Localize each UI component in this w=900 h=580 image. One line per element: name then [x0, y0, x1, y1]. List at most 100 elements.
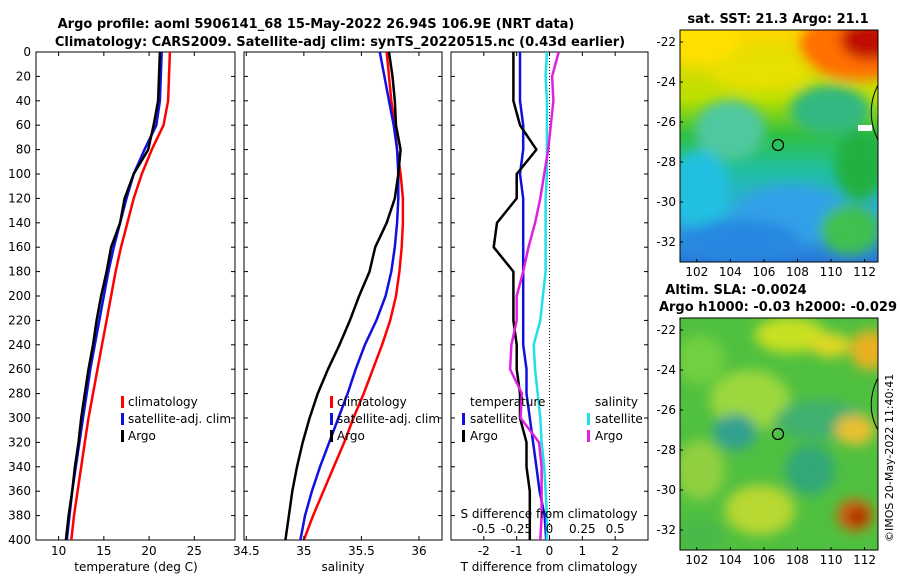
y-tick-label: 360	[8, 484, 31, 498]
map-x-tick-label: 104	[719, 553, 742, 567]
y-tick-label: 340	[8, 460, 31, 474]
map-x-tick-label: 108	[786, 265, 809, 279]
sst-map-title: sat. SST: 21.3 Argo: 21.1	[687, 12, 868, 27]
map-x-tick-label: 102	[685, 553, 708, 567]
timestamp-stamp: ©IMOS 20-May-2022 11:40:41	[883, 374, 896, 542]
map-y-tick-label: -30	[656, 195, 676, 209]
x-tick-label: -2	[478, 544, 490, 558]
map-y-tick-label: -28	[656, 155, 676, 169]
y-tick-label: 120	[8, 191, 31, 205]
legend-title-temperature: temperature	[470, 395, 545, 409]
map-x-tick-label: 102	[685, 265, 708, 279]
x-tick-label: 20	[141, 544, 156, 558]
y-tick-label: 60	[16, 118, 31, 132]
sst-map-image	[680, 30, 878, 262]
x-tick-label: 35.5	[348, 544, 375, 558]
map-x-tick-label: 112	[853, 553, 876, 567]
sla-map-title: Altim. SLA: -0.0024	[665, 283, 806, 298]
sla-map-ticks: 102 104 106 108 110 112 -22 -24 -26 -28 -30 -32	[656, 323, 876, 567]
legend-label: satellite	[595, 412, 643, 426]
s-tick-label: 0.25	[569, 522, 596, 536]
legend-marker-s-argo	[587, 430, 590, 442]
argo-position-marker	[771, 138, 785, 152]
sla-map-image	[680, 318, 878, 550]
y-tick-label: 320	[8, 435, 31, 449]
map-y-tick-label: -24	[656, 75, 676, 89]
salinity-axes	[243, 51, 443, 541]
legend-marker-satellite	[121, 413, 124, 425]
title-line-2: Climatology: CARS2009. Satellite-adj cli…	[55, 35, 625, 50]
legend-label: satellite-adj. clim	[128, 412, 231, 426]
x-tick-label: 35	[296, 544, 311, 558]
sst-map-ticks: 102 104 106 108 110 112 -22 -24 -26 -28 -30 -32	[656, 35, 876, 279]
coastline	[870, 84, 879, 141]
series-line-argo	[284, 52, 402, 540]
sla-map-subtitle: Argo h1000: -0.03 h2000: -0.029	[659, 300, 897, 315]
y-tick-label: 200	[8, 289, 31, 303]
salinity-series	[284, 52, 405, 540]
map-y-tick-label: -22	[656, 323, 676, 337]
y-tick-label: 20	[16, 69, 31, 83]
difference-series	[492, 52, 560, 540]
y-tick-label: 80	[16, 143, 31, 157]
legend-label: Argo	[128, 429, 156, 443]
x-tick-label: 36	[411, 544, 426, 558]
series-line-climatology	[70, 52, 172, 540]
x-tick-label: 15	[96, 544, 111, 558]
x-tick-label: 2	[611, 544, 619, 558]
legend-label: climatology	[128, 395, 198, 409]
x-tick-label: -1	[511, 544, 523, 558]
map-y-tick-label: -26	[656, 403, 676, 417]
legend-marker-climatology	[121, 396, 124, 408]
legend-marker-argo	[330, 430, 333, 442]
y-tick-label: 400	[8, 533, 31, 547]
argo-position-marker	[771, 427, 785, 441]
series-line-temperature-argo	[492, 52, 538, 540]
sst-map-frame	[679, 29, 879, 263]
difference-legend: temperature satellite Argo salinity sate…	[462, 395, 643, 443]
y-tick-label: 160	[8, 240, 31, 254]
map-y-tick-label: -32	[656, 235, 676, 249]
series-line-temperature-satellite	[518, 52, 548, 540]
y-tick-label: 240	[8, 338, 31, 352]
s-tick-label: -0.25	[501, 522, 532, 536]
x-tick-label: 25	[187, 544, 202, 558]
coastline	[870, 377, 879, 431]
temperature-series	[64, 52, 172, 540]
map-x-tick-label: 112	[853, 265, 876, 279]
map-y-tick-label: -26	[656, 115, 676, 129]
legend-label: climatology	[337, 395, 407, 409]
temperature-legend: climatology satellite-adj. clim Argo	[121, 395, 231, 443]
legend-marker-satellite	[330, 413, 333, 425]
s-tick-label: 0.5	[606, 522, 625, 536]
y-tick-label: 300	[8, 411, 31, 425]
depth-axis: 0 20 40 60 80 100 120 140 160 180 200 220 240 260 280 3…	[8, 45, 648, 547]
map-y-tick-label: -22	[656, 35, 676, 49]
legend-marker-s-satellite	[587, 413, 590, 425]
s-difference-label: S difference from climatology	[461, 507, 638, 521]
map-y-tick-label: -30	[656, 483, 676, 497]
s-difference-ticks: -0.5 -0.25 0 0.25 0.5	[472, 522, 625, 536]
y-tick-label: 260	[8, 362, 31, 376]
map-y-tick-label: -28	[656, 443, 676, 457]
legend-label: satellite	[470, 412, 518, 426]
x-ticks: 10 15 20 25 34.5 35 35.5 36 -2 -1 0 1 2	[51, 52, 619, 558]
legend-marker-t-satellite	[462, 413, 465, 425]
map-x-tick-label: 106	[752, 265, 775, 279]
legend-title-salinity: salinity	[595, 395, 638, 409]
y-tick-label: 180	[8, 265, 31, 279]
title-line-1: Argo profile: aoml 5906141_68 15-May-202…	[58, 17, 575, 32]
map-x-tick-label: 108	[786, 553, 809, 567]
legend-label: Argo	[470, 429, 498, 443]
map-x-tick-label: 106	[752, 553, 775, 567]
y-tick-label: 140	[8, 216, 31, 230]
series-line-argo	[64, 52, 162, 540]
y-tick-label: 220	[8, 313, 31, 327]
y-tick-label: 280	[8, 387, 31, 401]
y-tick-label: 100	[8, 167, 31, 181]
x-tick-label: 10	[51, 544, 66, 558]
y-tick-label: 40	[16, 94, 31, 108]
difference-xlabel: T difference from climatology	[460, 560, 638, 574]
map-x-tick-label: 110	[820, 553, 843, 567]
